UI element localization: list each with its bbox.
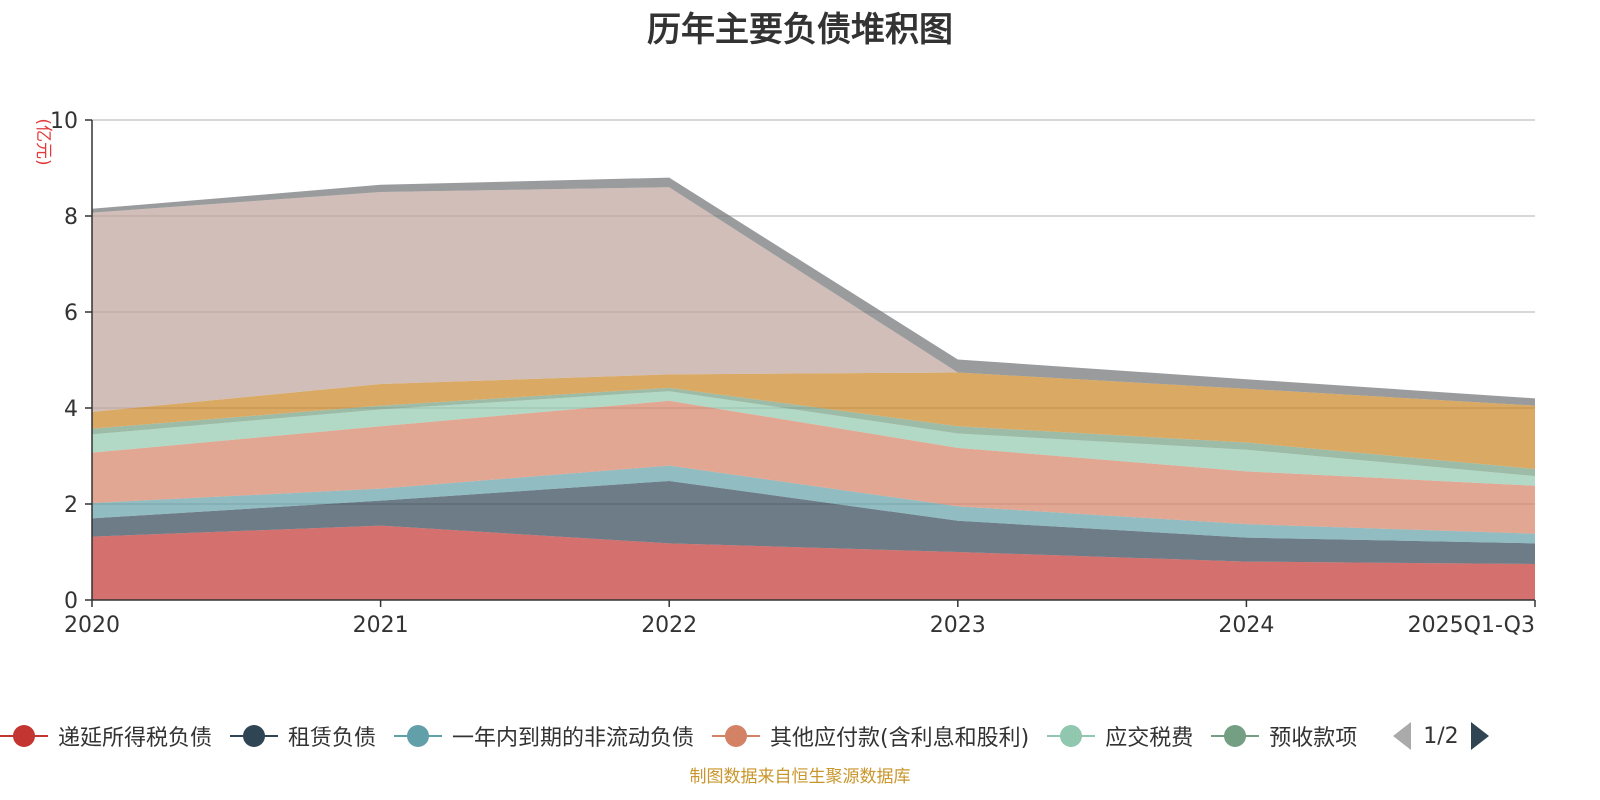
legend-marker-icon <box>1047 723 1096 749</box>
y-tick-label-8: 8 <box>64 205 78 230</box>
legend-label: 其他应付款(含利息和股利) <box>770 726 1030 751</box>
y-axis-unit-label: (亿元) <box>33 118 53 165</box>
legend-label: 预收款项 <box>1269 726 1358 751</box>
legend-label: 租赁负债 <box>288 726 377 751</box>
x-tick-label-2024: 2024 <box>1218 613 1274 638</box>
legend-item-2[interactable]: 租赁负债 <box>230 720 376 752</box>
x-tick-label-2025Q1-Q3: 2025Q1-Q3 <box>1408 613 1535 638</box>
area-series-4[interactable] <box>92 400 1535 534</box>
y-tick-label-4: 4 <box>64 397 78 422</box>
chart-title: 历年主要负债堆积图 <box>647 10 953 50</box>
legend-item-6[interactable]: 预收款项 <box>1211 720 1357 752</box>
legend-item-3[interactable]: 一年内到期的非流动负债 <box>394 720 694 752</box>
y-tick-label-6: 6 <box>64 301 78 326</box>
area-series-8[interactable] <box>92 187 1535 412</box>
legend: 递延所得税负债 租赁负债 一年内到期的非流动负债 其他应付款(含利息和股利) 应交税费 预… <box>0 716 1600 756</box>
legend-marker-icon <box>0 723 48 749</box>
legend-item-4[interactable]: 其他应付款(含利息和股利) <box>712 720 1029 752</box>
legend-label: 递延所得税负债 <box>58 726 213 751</box>
legend-marker-icon <box>394 723 443 749</box>
legend-label: 一年内到期的非流动负债 <box>452 726 695 751</box>
area-series-3[interactable] <box>92 465 1535 544</box>
legend-marker-icon <box>1211 723 1260 749</box>
legend-item-1[interactable]: 递延所得税负债 <box>0 720 212 752</box>
legend-marker-icon <box>230 723 279 749</box>
x-tick-label-2022: 2022 <box>641 613 697 638</box>
x-tick-label-2023: 2023 <box>930 613 986 638</box>
stacked-area-chart: 0 2 4 6 8 10 2020 2021 2022 2023 2024 2025Q1-Q3 (亿元… <box>33 109 1536 638</box>
legend-label: 应交税费 <box>1105 726 1194 751</box>
area-series-7[interactable] <box>92 372 1535 469</box>
legend-marker-icon <box>712 723 761 749</box>
area-series-5[interactable] <box>92 391 1535 486</box>
area-series-1[interactable] <box>92 525 1535 600</box>
data-source-note: 制图数据来自恒生聚源数据库 <box>689 767 911 787</box>
legend-next-page-icon[interactable] <box>1470 722 1489 750</box>
area-series-2[interactable] <box>92 480 1535 564</box>
area-series <box>92 177 1535 600</box>
x-tick-label-2020: 2020 <box>64 613 120 638</box>
legend-page-indicator: 1/2 <box>1423 723 1459 749</box>
area-series-9[interactable] <box>92 177 1535 406</box>
legend-item-5[interactable]: 应交税费 <box>1047 720 1193 752</box>
y-tick-label-0: 0 <box>64 589 78 614</box>
axes: 0 2 4 6 8 10 2020 2021 2022 2023 2024 2025Q1-Q3 <box>50 109 1536 638</box>
legend-pager: 1/2 <box>1393 722 1489 750</box>
y-tick-label-10: 10 <box>50 109 78 134</box>
legend-prev-page-icon[interactable] <box>1393 722 1412 750</box>
x-tick-label-2021: 2021 <box>353 613 409 638</box>
y-tick-label-2: 2 <box>64 493 78 518</box>
